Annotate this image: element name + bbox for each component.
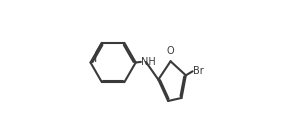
Text: I: I (94, 54, 97, 64)
Text: NH: NH (141, 57, 156, 67)
Text: O: O (167, 46, 174, 56)
Text: Br: Br (193, 66, 204, 76)
